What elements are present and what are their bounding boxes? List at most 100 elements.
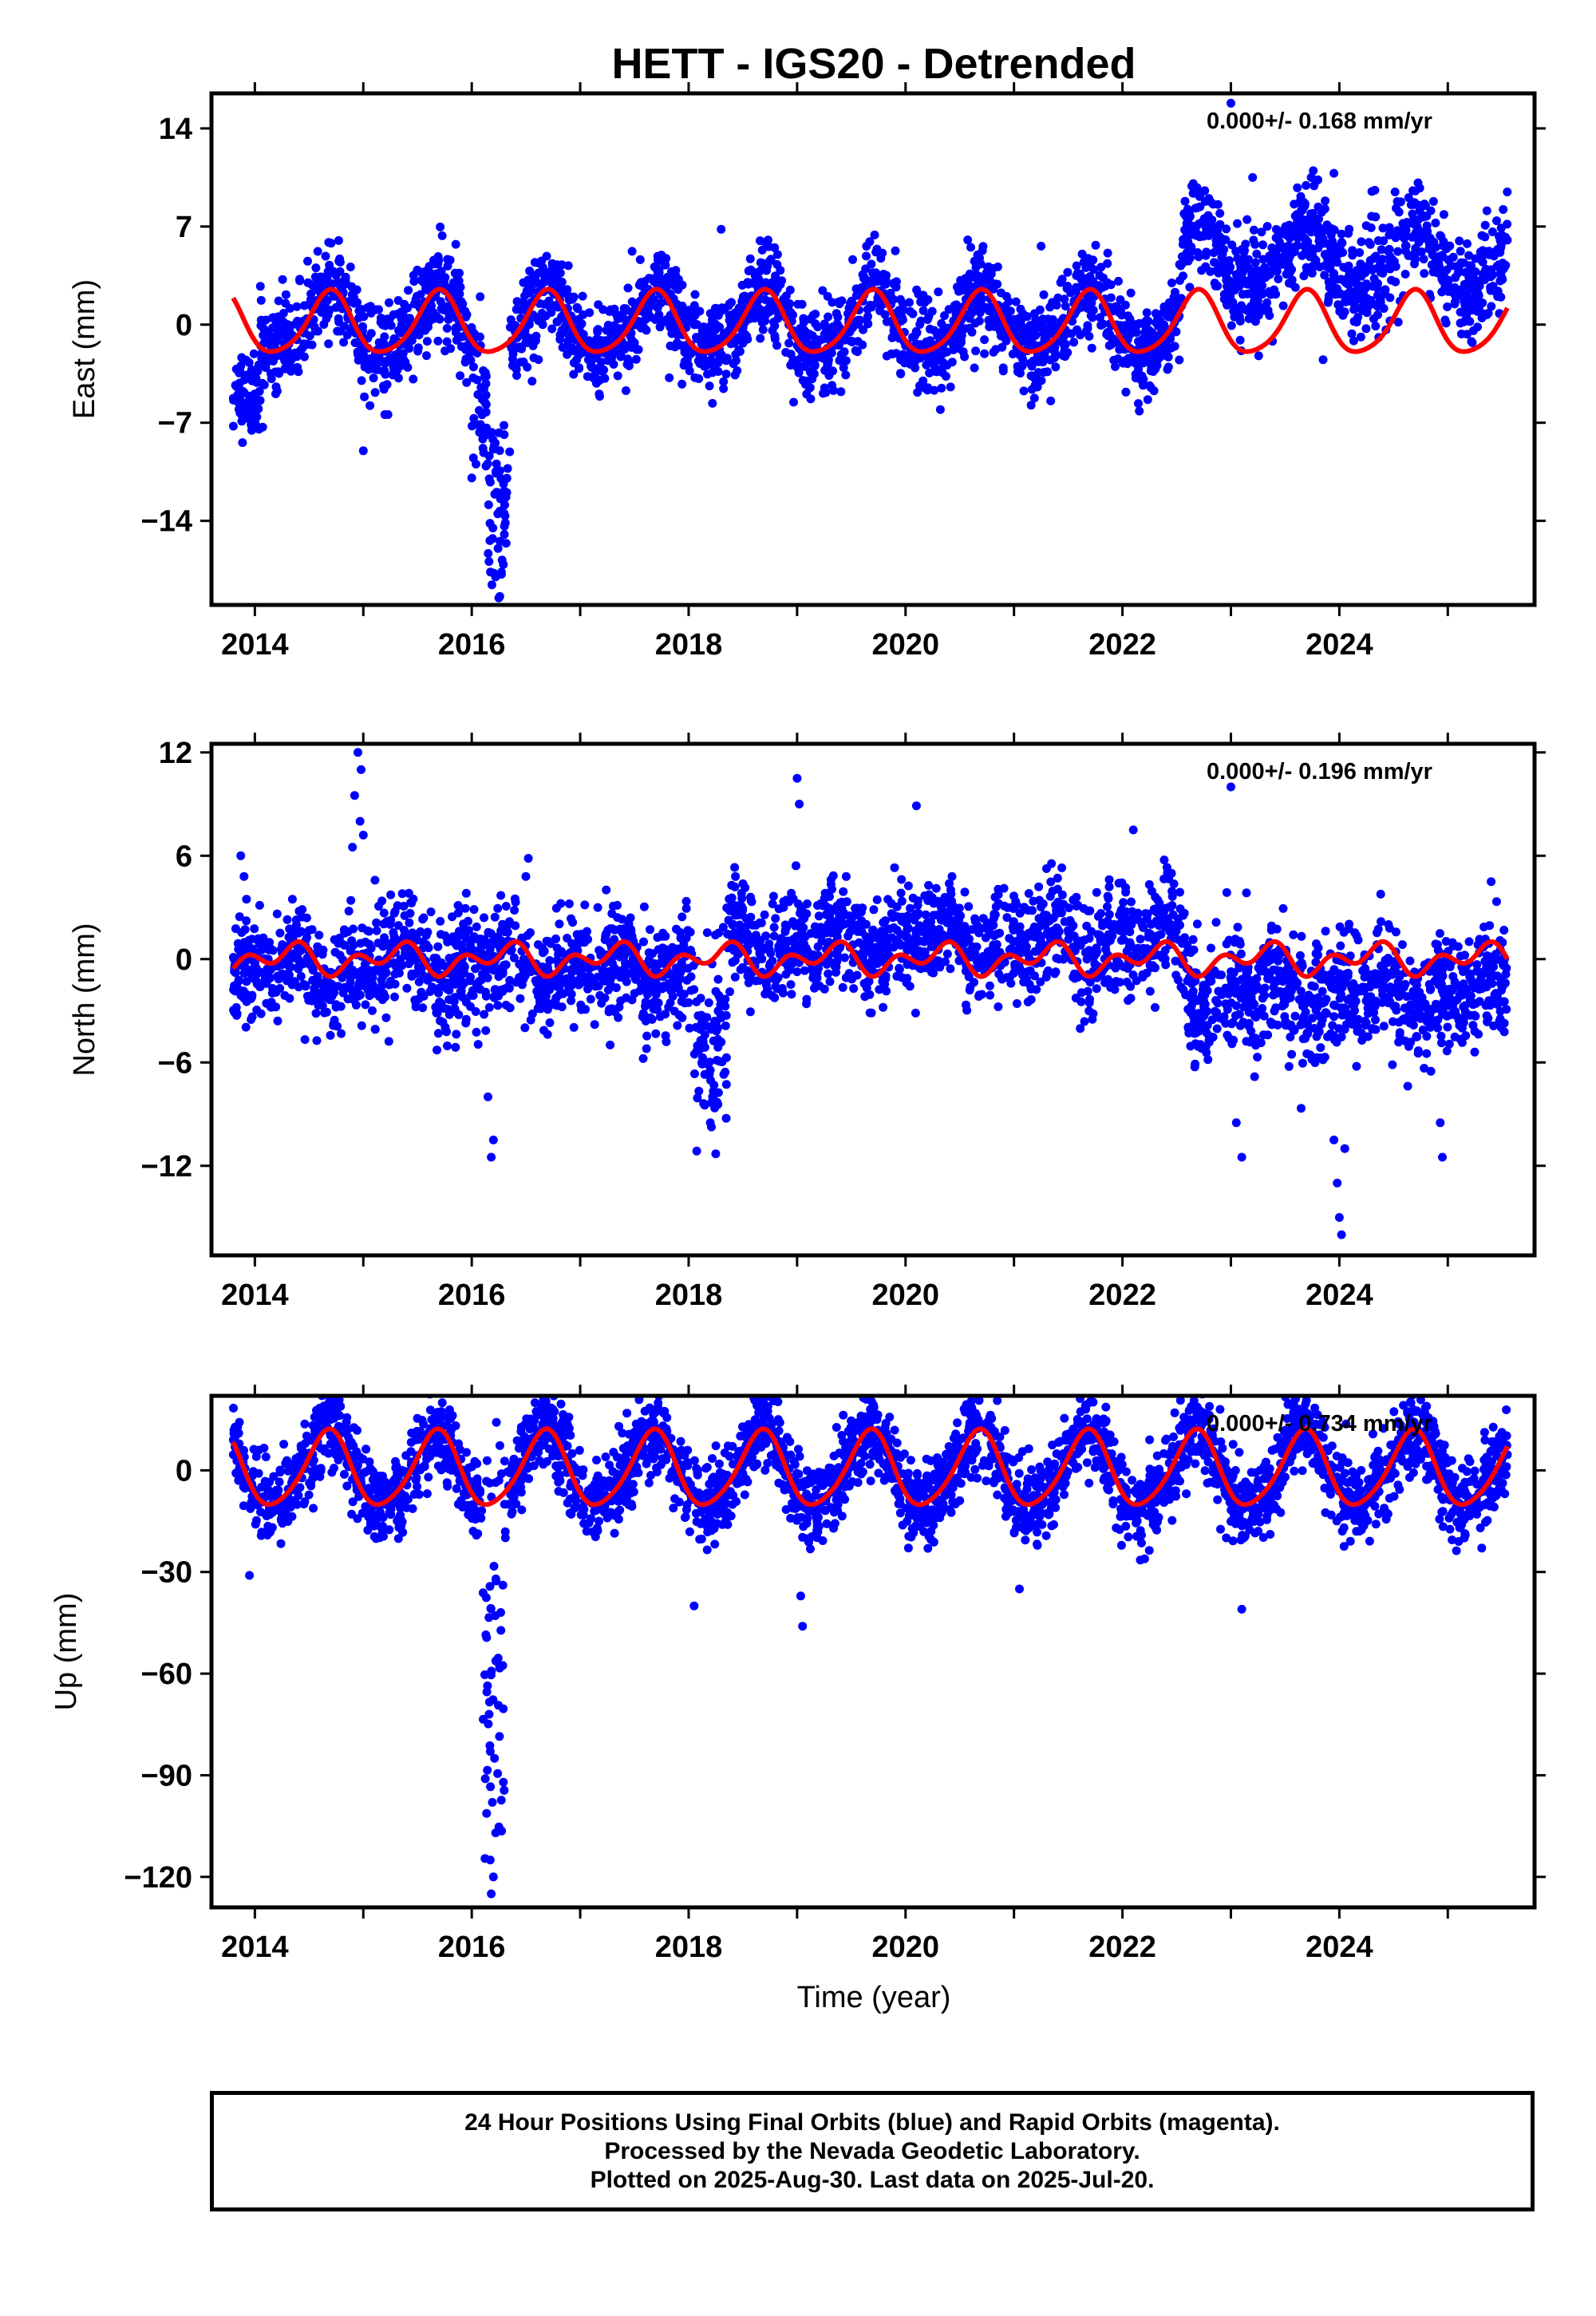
data-point	[925, 324, 934, 334]
data-point	[733, 366, 742, 375]
data-point	[895, 294, 905, 304]
data-point	[1051, 362, 1061, 372]
data-point	[1134, 399, 1143, 409]
data-point	[307, 280, 317, 290]
data-point	[231, 381, 241, 391]
data-point	[298, 905, 307, 915]
data-point	[708, 398, 717, 408]
data-point	[1084, 331, 1094, 341]
data-point	[1136, 354, 1145, 364]
data-point	[670, 342, 680, 352]
data-point	[1057, 275, 1067, 284]
data-point	[564, 899, 574, 908]
data-point	[1356, 332, 1365, 342]
data-point	[557, 1002, 567, 1012]
data-point	[1143, 395, 1152, 405]
data-point	[440, 346, 450, 356]
data-point	[1262, 271, 1271, 281]
data-point	[471, 1007, 480, 1016]
data-point	[1167, 279, 1176, 287]
data-point	[602, 885, 611, 895]
data-point	[1246, 275, 1255, 284]
data-point	[1314, 230, 1323, 239]
data-point	[1131, 320, 1140, 330]
data-point	[709, 1036, 718, 1045]
data-point	[1238, 290, 1247, 299]
data-point	[461, 312, 471, 322]
data-point	[500, 500, 509, 510]
data-point	[519, 358, 528, 366]
data-point	[1121, 387, 1131, 397]
data-point	[1026, 401, 1036, 410]
data-point	[324, 339, 334, 349]
data-point	[1124, 996, 1133, 1006]
data-point	[997, 288, 1005, 298]
data-point	[693, 1093, 702, 1103]
data-point	[781, 348, 791, 357]
data-point	[1179, 209, 1189, 219]
data-point	[397, 889, 407, 899]
data-point	[312, 1036, 322, 1045]
data-point	[280, 990, 290, 1000]
data-point	[981, 933, 990, 943]
data-point	[1315, 263, 1325, 271]
data-point	[1171, 956, 1180, 966]
data-point	[285, 962, 294, 971]
data-point	[1456, 247, 1465, 256]
data-point	[683, 963, 693, 973]
data-point	[403, 362, 413, 372]
data-point	[1037, 376, 1046, 385]
data-point	[702, 1013, 712, 1022]
data-point	[608, 333, 618, 342]
data-point	[380, 332, 389, 342]
data-point	[554, 950, 563, 959]
data-point	[242, 977, 251, 986]
data-point	[257, 354, 267, 363]
data-point	[820, 366, 830, 375]
data-point	[1222, 224, 1231, 234]
data-point	[971, 346, 981, 356]
data-point	[322, 978, 331, 987]
data-point	[1227, 321, 1236, 330]
data-point	[653, 933, 662, 943]
data-point	[1180, 196, 1190, 206]
data-point	[485, 944, 495, 954]
data-point	[459, 961, 468, 970]
data-point	[273, 1016, 282, 1026]
data-point	[553, 317, 563, 326]
data-point	[694, 1086, 704, 1096]
data-point	[572, 302, 582, 312]
data-point	[337, 1029, 346, 1038]
data-point	[606, 924, 615, 934]
data-point	[480, 913, 488, 923]
data-point	[575, 938, 585, 947]
data-point	[241, 990, 251, 998]
data-point	[967, 283, 977, 291]
data-point	[1202, 223, 1211, 233]
data-point	[871, 247, 881, 257]
data-point	[417, 267, 426, 277]
data-point	[1248, 310, 1258, 320]
data-point	[548, 977, 558, 986]
data-point	[1318, 355, 1328, 365]
data-point	[252, 1006, 262, 1014]
data-point	[294, 947, 303, 957]
velocity-annotation: 0.000+/- 0.168 mm/yr	[1207, 109, 1432, 134]
data-point	[467, 473, 476, 483]
data-point	[286, 355, 295, 365]
data-point	[647, 274, 657, 283]
data-point	[436, 222, 445, 231]
data-point	[346, 895, 356, 905]
data-point	[802, 389, 812, 399]
data-point	[576, 1000, 586, 1010]
data-point	[824, 349, 833, 358]
y-tick-label: 7	[176, 211, 192, 244]
data-point	[679, 343, 689, 352]
data-point	[702, 928, 712, 938]
data-point	[400, 911, 409, 920]
data-point	[330, 947, 340, 957]
data-point	[1227, 98, 1235, 108]
data-point	[1281, 222, 1290, 231]
data-point	[1391, 277, 1400, 287]
